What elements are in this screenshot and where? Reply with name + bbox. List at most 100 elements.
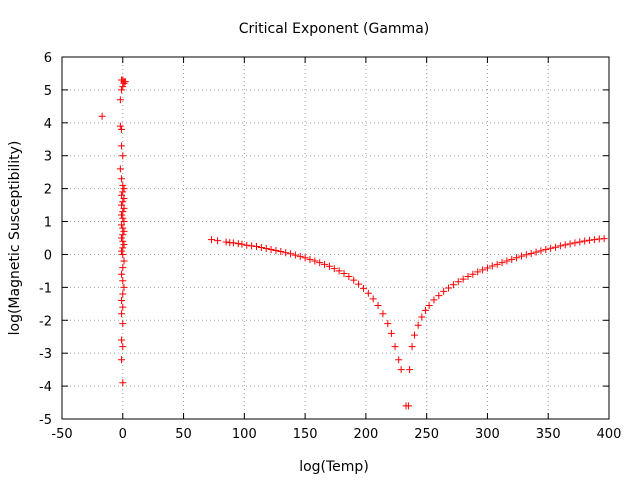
data-point — [542, 246, 550, 254]
data-point — [316, 259, 324, 267]
data-point — [408, 343, 416, 351]
data-point — [414, 321, 422, 329]
y-tick-label: -2 — [39, 314, 52, 329]
data-point — [404, 402, 412, 410]
data-point — [116, 122, 124, 130]
data-point — [556, 242, 564, 250]
data-point — [364, 289, 372, 297]
data-point — [119, 250, 127, 258]
data-point — [493, 260, 501, 268]
data-point — [576, 238, 584, 246]
data-point — [119, 198, 127, 206]
data-point — [119, 152, 127, 160]
y-tick-label: 2 — [44, 183, 52, 198]
data-point — [277, 247, 285, 255]
data-point — [537, 247, 545, 255]
data-point — [229, 239, 237, 247]
plot-border — [61, 56, 610, 420]
x-tick-label: -50 — [51, 427, 72, 442]
data-point — [243, 241, 251, 249]
data-point — [517, 252, 525, 260]
data-point — [469, 270, 477, 278]
data-point — [119, 277, 127, 285]
data-point — [118, 142, 126, 150]
data-point — [120, 204, 128, 212]
data-point — [301, 254, 309, 262]
data-point — [532, 248, 540, 256]
y-tick-label: 6 — [44, 51, 52, 66]
data-point — [418, 313, 426, 321]
data-point — [118, 211, 126, 219]
data-point — [474, 268, 482, 276]
data-point — [581, 237, 589, 245]
data-point — [306, 255, 314, 263]
data-point — [119, 224, 127, 232]
data-point — [391, 343, 399, 351]
y-tick-label: -5 — [39, 413, 52, 428]
data-point — [238, 240, 246, 248]
data-point — [119, 303, 127, 311]
data-point — [208, 236, 216, 244]
data-point — [287, 250, 295, 258]
data-point — [590, 236, 598, 244]
data-point — [119, 188, 127, 196]
data-point — [566, 240, 574, 248]
y-tick-label: -1 — [39, 281, 52, 296]
y-tick-label: -4 — [39, 380, 52, 395]
data-point — [214, 237, 222, 245]
data-point — [430, 296, 438, 304]
data-point — [120, 241, 128, 249]
data-point — [118, 310, 126, 318]
data-point — [397, 366, 405, 374]
data-point — [340, 270, 348, 278]
y-tick-label: 1 — [44, 216, 52, 231]
data-point — [421, 306, 429, 314]
data-point — [459, 275, 467, 283]
data-point — [547, 244, 555, 252]
data-point — [503, 257, 511, 265]
data-point — [325, 262, 333, 270]
data-point — [586, 236, 594, 244]
data-point — [321, 260, 329, 268]
data-point — [120, 283, 128, 291]
data-point — [498, 259, 506, 267]
data-point — [561, 241, 569, 249]
data-point — [406, 366, 414, 374]
grid-lines — [62, 57, 609, 419]
data-point — [98, 112, 106, 120]
data-point — [387, 329, 395, 337]
data-point — [120, 227, 128, 235]
data-point — [118, 234, 126, 242]
data-point — [454, 278, 462, 286]
data-point — [119, 181, 127, 189]
data-point — [119, 320, 127, 328]
data-point — [359, 284, 367, 292]
x-axis-label: log(Temp) — [299, 459, 369, 475]
data-point — [488, 262, 496, 270]
data-point — [234, 240, 242, 248]
x-tick-label: 100 — [232, 427, 257, 442]
data-point — [355, 280, 363, 288]
data-point — [508, 255, 516, 263]
data-point — [119, 76, 127, 84]
data-point — [483, 264, 491, 272]
data-point — [445, 284, 453, 292]
data-point — [119, 237, 127, 245]
y-tick-label: 4 — [44, 117, 52, 132]
x-tick-label: 50 — [175, 427, 192, 442]
data-point — [119, 379, 127, 387]
data-point — [119, 343, 127, 351]
data-point — [552, 243, 560, 251]
data-point — [118, 336, 126, 344]
data-point — [118, 356, 126, 364]
data-point — [435, 292, 443, 300]
chart-title: Critical Exponent (Gamma) — [239, 21, 430, 37]
x-tick-label: 300 — [475, 427, 500, 442]
data-point — [119, 264, 127, 272]
data-point — [374, 301, 382, 309]
data-point — [291, 251, 299, 259]
y-tick-label: 3 — [44, 150, 52, 165]
data-point — [464, 273, 472, 281]
data-point — [118, 297, 126, 305]
